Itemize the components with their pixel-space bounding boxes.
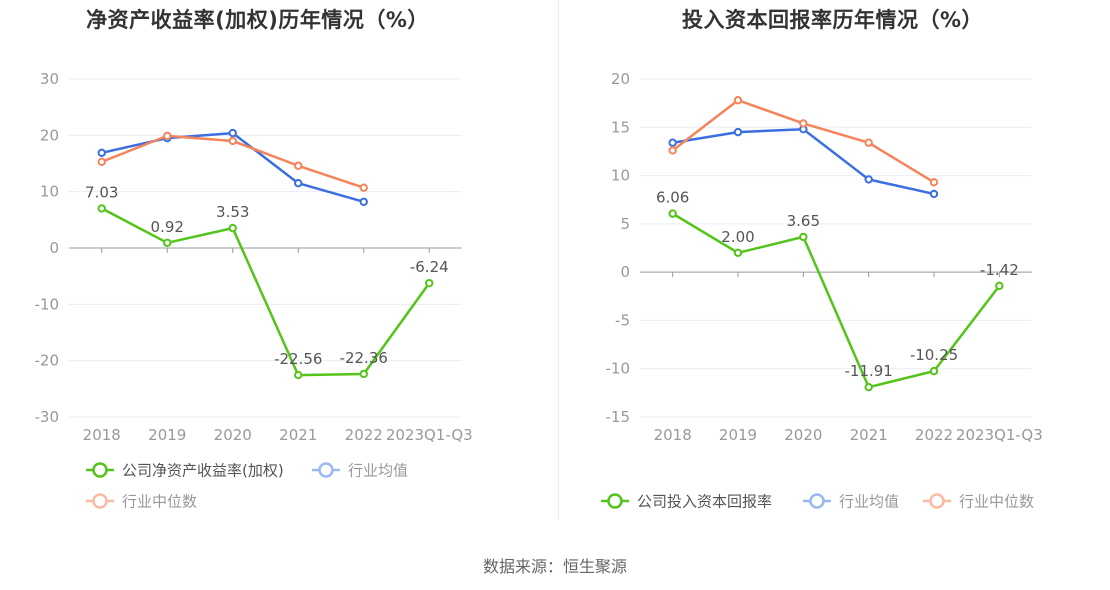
- legend-item-company[interactable]: 公司投入资本回报率: [601, 493, 772, 511]
- data-label: 0.92: [151, 218, 184, 236]
- data-point-company: [228, 223, 237, 233]
- legend-marker-icon: [607, 493, 623, 509]
- data-point-company: [359, 369, 368, 379]
- legend-marker-icon: [318, 462, 334, 478]
- legend-label: 行业中位数: [122, 493, 197, 511]
- data-label: -1.42: [980, 261, 1019, 279]
- data-point-industry_median: [97, 157, 106, 167]
- y-tick-label: -5: [615, 311, 630, 329]
- x-tick-label: 2018: [83, 426, 121, 444]
- y-tick-label: 10: [611, 167, 630, 185]
- x-tick-label: 2023Q1-Q3: [386, 426, 473, 444]
- x-tick-label: 2021: [850, 426, 888, 444]
- data-label: -11.91: [844, 362, 892, 380]
- y-tick-label: -30: [35, 408, 60, 426]
- data-point-company: [294, 370, 303, 380]
- data-label: 2.00: [721, 228, 754, 246]
- data-point-industry_avg: [294, 179, 303, 188]
- x-tick-label: 2022: [345, 426, 383, 444]
- x-tick-label: 2020: [214, 426, 252, 444]
- data-point-industry_avg: [733, 127, 743, 137]
- x-tick-label: 2018: [654, 426, 692, 444]
- data-point-company: [929, 366, 939, 376]
- x-tick-label: 2019: [148, 426, 186, 444]
- x-tick-label: 2023Q1-Q3: [956, 426, 1043, 444]
- data-point-industry_avg: [864, 175, 873, 184]
- chart-title-roe: 净资产收益率(加权)历年情况（%）: [86, 8, 429, 32]
- y-tick-label: 30: [40, 70, 59, 88]
- y-tick-label: -10: [606, 360, 631, 378]
- legend-marker-icon: [929, 493, 945, 509]
- y-tick-label: 5: [620, 215, 630, 233]
- data-point-industry_avg: [929, 189, 939, 199]
- data-label: -22.36: [340, 349, 388, 367]
- y-tick-label: 10: [40, 183, 59, 201]
- data-label: 6.06: [656, 189, 689, 207]
- legend-marker-icon: [809, 493, 825, 509]
- legend-label: 行业均值: [348, 462, 408, 480]
- data-point-company: [864, 382, 873, 392]
- y-tick-label: 20: [40, 126, 59, 144]
- data-point-industry_median: [929, 178, 939, 187]
- legend-marker-icon: [92, 462, 108, 478]
- data-point-company: [163, 238, 172, 248]
- data-label: -10.25: [910, 346, 958, 364]
- data-source-label: 数据来源：恒生聚源: [482, 557, 627, 576]
- legend-item-industry_median[interactable]: 行业中位数: [86, 493, 197, 511]
- data-label: -6.24: [410, 258, 449, 276]
- data-point-company: [995, 281, 1004, 291]
- legend-label: 行业中位数: [959, 493, 1034, 511]
- x-tick-label: 2021: [279, 426, 317, 444]
- data-point-company: [668, 209, 677, 218]
- data-point-company: [799, 232, 808, 242]
- data-point-industry_avg: [359, 197, 368, 207]
- y-tick-label: -20: [35, 352, 60, 370]
- data-point-industry_median: [799, 119, 808, 128]
- data-point-industry_avg: [97, 148, 106, 157]
- y-tick-label: 20: [611, 70, 630, 88]
- data-label: -22.56: [274, 350, 322, 368]
- chart-title-roic: 投入资本回报率历年情况（%）: [681, 8, 984, 32]
- y-tick-label: -10: [35, 295, 60, 313]
- chart-0: 30 20 10 0 -10 -20 -30 2018 2019 2020 2021 2022 2023…: [35, 70, 473, 511]
- y-tick-label: 0: [620, 263, 630, 281]
- data-point-industry_median: [163, 131, 172, 141]
- y-tick-label: -15: [606, 408, 631, 426]
- legend-item-industry_median[interactable]: 行业中位数: [923, 493, 1034, 511]
- data-point-industry_median: [294, 161, 303, 170]
- legend-label: 公司净资产收益率(加权): [122, 462, 284, 480]
- y-tick-label: 15: [611, 118, 630, 136]
- x-tick-label: 2022: [915, 426, 953, 444]
- data-label: 7.03: [85, 183, 118, 201]
- chart-divider: [558, 0, 559, 520]
- series-line-industry_avg: [672, 127, 935, 196]
- series-line-company: [101, 207, 431, 377]
- data-point-industry_median: [668, 146, 677, 155]
- x-tick-label: 2019: [719, 426, 757, 444]
- legend-item-industry_avg[interactable]: 行业均值: [312, 462, 408, 480]
- legend-item-company[interactable]: 公司净资产收益率(加权): [86, 462, 284, 480]
- y-tick-label: 0: [49, 239, 59, 257]
- data-point-industry_median: [733, 96, 743, 105]
- legend-item-industry_avg[interactable]: 行业均值: [803, 493, 899, 511]
- legend-marker-icon: [92, 493, 108, 509]
- data-point-industry_median: [359, 183, 368, 192]
- data-point-company: [97, 204, 106, 213]
- data-point-industry_avg: [228, 128, 237, 138]
- data-point-industry_median: [228, 136, 237, 146]
- data-point-industry_median: [864, 138, 873, 147]
- data-point-industry_avg: [668, 138, 677, 147]
- data-point-company: [425, 278, 434, 288]
- data-point-company: [733, 248, 743, 258]
- x-tick-label: 2020: [784, 426, 822, 444]
- series-line-industry_median: [671, 98, 935, 184]
- data-label: 3.53: [216, 203, 249, 221]
- legend-label: 公司投入资本回报率: [637, 493, 772, 511]
- legend-label: 行业均值: [839, 493, 899, 511]
- data-label: 3.65: [787, 212, 820, 230]
- series-line-company: [672, 212, 1001, 389]
- chart-1: 20 15 10 5 0 -5 -10 -15 2018 2019 2020 2021 2022 2023…: [601, 70, 1043, 511]
